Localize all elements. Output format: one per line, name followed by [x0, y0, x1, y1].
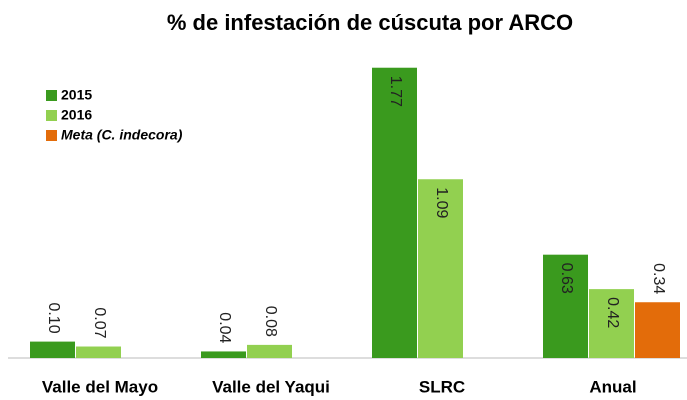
bar: [30, 341, 75, 358]
bar: [418, 179, 463, 358]
legend-label: 2016: [61, 107, 92, 123]
bar: [635, 302, 680, 358]
bar: [201, 351, 246, 358]
x-tick-label: Anual: [589, 377, 636, 396]
value-label: 0.08: [262, 306, 279, 337]
bar: [543, 254, 588, 358]
legend-swatch: [46, 110, 57, 121]
bar: [76, 346, 121, 358]
legend-swatch: [46, 130, 57, 141]
value-label: 1.09: [433, 187, 450, 218]
value-label: 0.04: [216, 312, 233, 343]
value-label: 1.77: [387, 76, 404, 107]
value-label: 0.34: [650, 263, 667, 294]
value-label: 0.63: [558, 263, 575, 294]
legend-label: 2015: [61, 87, 92, 103]
x-tick-label: Valle del Yaqui: [212, 377, 330, 396]
value-label: 0.10: [45, 302, 62, 333]
bar: [589, 289, 634, 358]
x-tick-label: SLRC: [419, 377, 465, 396]
bar: [247, 344, 292, 358]
legend-swatch: [46, 90, 57, 101]
value-label: 0.42: [604, 297, 621, 328]
legend-label: Meta (C. indecora): [61, 127, 183, 143]
value-label: 0.07: [91, 307, 108, 338]
x-tick-label: Valle del Mayo: [42, 377, 158, 396]
chart-title: % de infestación de cúscuta por ARCO: [167, 10, 573, 35]
bar: [372, 67, 417, 358]
